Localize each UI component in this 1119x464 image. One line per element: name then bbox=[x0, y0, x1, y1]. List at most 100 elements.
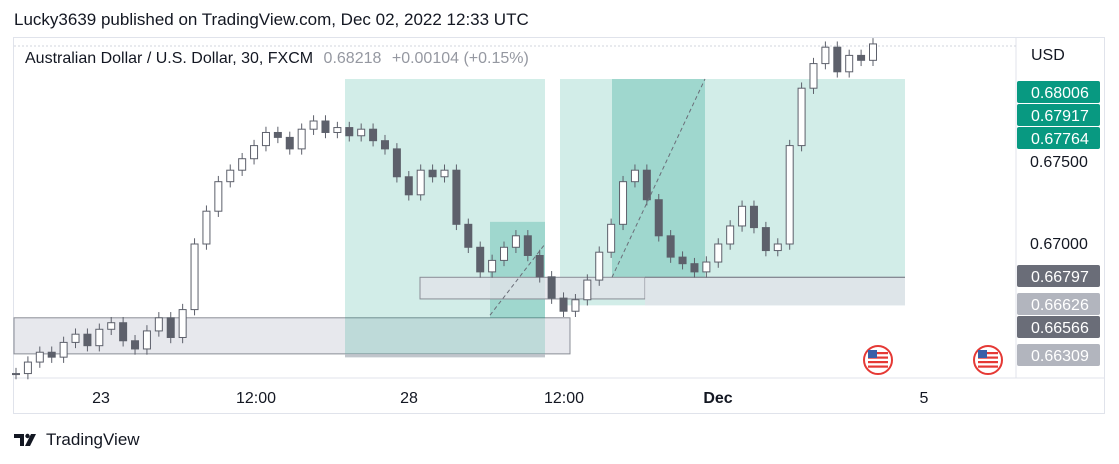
candle-body bbox=[583, 279, 592, 301]
candle-body bbox=[535, 254, 544, 278]
candle-body bbox=[333, 127, 342, 133]
candle-body bbox=[738, 205, 747, 227]
candle-body bbox=[416, 169, 425, 196]
candle-body bbox=[119, 322, 128, 342]
candle-body bbox=[83, 333, 92, 347]
position-zone-long-1 bbox=[345, 79, 545, 358]
price-label-text: 0.66797 bbox=[1031, 269, 1089, 286]
candle-body bbox=[154, 317, 163, 332]
tradingview-logo-icon bbox=[14, 433, 36, 446]
us-flag-stripe bbox=[978, 365, 998, 368]
price-label-badge bbox=[1017, 316, 1100, 338]
candle-body bbox=[71, 333, 80, 343]
candle-body bbox=[500, 246, 509, 261]
candle-body bbox=[178, 309, 187, 338]
price-axis-mask bbox=[1017, 60, 1100, 80]
candle-body bbox=[559, 297, 568, 312]
candle-body bbox=[821, 46, 830, 65]
candle-body bbox=[654, 199, 663, 237]
footer-brand-text: TradingView bbox=[46, 430, 140, 449]
time-axis-label: 12:00 bbox=[236, 390, 276, 407]
candle-body bbox=[488, 259, 497, 273]
us-flag-stripe bbox=[978, 356, 998, 359]
candle-body bbox=[761, 227, 770, 252]
symbol-change: +0.00104 (+0.15%) bbox=[391, 50, 529, 67]
time-axis-label: 12:00 bbox=[544, 390, 584, 407]
candle-body bbox=[214, 181, 223, 212]
candle-body bbox=[285, 136, 294, 150]
price-label-text: 0.67764 bbox=[1031, 131, 1089, 148]
us-flag-stripe bbox=[978, 361, 998, 364]
candle-body bbox=[678, 256, 687, 265]
candle-body bbox=[702, 261, 711, 273]
candle-body bbox=[166, 317, 175, 338]
us-flag-stripe bbox=[868, 365, 888, 368]
candle-body bbox=[345, 127, 354, 137]
candle-body bbox=[857, 54, 866, 61]
candle-body bbox=[845, 54, 854, 73]
candle-body bbox=[35, 351, 44, 363]
footer-branding: TradingView bbox=[14, 430, 140, 450]
candle-body bbox=[571, 299, 580, 312]
price-tick-label: 0.67500 bbox=[1030, 154, 1088, 171]
candle-body bbox=[797, 87, 806, 147]
candle-body bbox=[392, 148, 401, 178]
candle-body bbox=[511, 235, 520, 248]
candle-body bbox=[749, 205, 758, 229]
price-label-badge bbox=[1017, 293, 1100, 315]
stop-zone-lower bbox=[345, 353, 545, 358]
candle-body bbox=[47, 351, 56, 358]
candle-body bbox=[642, 169, 651, 201]
candle-body bbox=[404, 176, 413, 196]
candle-body bbox=[714, 243, 723, 263]
candle-body bbox=[202, 210, 211, 245]
time-axis-label: 5 bbox=[920, 390, 929, 407]
price-label-badge bbox=[1017, 81, 1100, 103]
time-axis-label: 28 bbox=[400, 390, 418, 407]
projection-line-1 bbox=[489, 243, 546, 316]
candle-body bbox=[833, 46, 842, 73]
candle-body bbox=[809, 63, 818, 89]
candle-body bbox=[464, 223, 473, 248]
candle-body bbox=[238, 158, 247, 171]
candle-body bbox=[131, 340, 140, 350]
candle-body bbox=[107, 322, 116, 330]
price-label-badge bbox=[1017, 127, 1100, 149]
publish-info: Lucky3639 published on TradingView.com, … bbox=[14, 10, 529, 29]
us-flag-stripe bbox=[868, 361, 888, 364]
us-flag-stripe bbox=[978, 352, 998, 355]
supply-zone-left bbox=[13, 317, 571, 355]
candle-body bbox=[297, 128, 306, 150]
candle-body bbox=[785, 145, 794, 245]
us-flag-canton bbox=[978, 350, 987, 358]
us-flag-stripe bbox=[868, 352, 888, 355]
time-axis-label: 23 bbox=[92, 390, 110, 407]
price-label-text: 0.66626 bbox=[1031, 297, 1089, 314]
candle-body bbox=[250, 145, 259, 160]
symbol-name: Australian Dollar / U.S. Dollar, 30, FXC… bbox=[25, 50, 314, 67]
stop-zone-right bbox=[645, 277, 905, 306]
candle-body bbox=[309, 120, 318, 130]
candle-body bbox=[547, 276, 556, 299]
us-flag-stripe bbox=[868, 356, 888, 359]
price-label-badge bbox=[1017, 344, 1100, 366]
symbol-last-price: 0.68218 bbox=[323, 50, 382, 67]
candle-body bbox=[12, 373, 20, 376]
candle-body bbox=[273, 131, 282, 138]
price-label-text: 0.67917 bbox=[1031, 108, 1089, 125]
price-label-badge bbox=[1017, 265, 1100, 287]
candle-body bbox=[23, 361, 32, 375]
projection-line-2 bbox=[611, 78, 706, 278]
candle-body bbox=[523, 235, 532, 256]
price-tick-label: 0.67000 bbox=[1030, 236, 1088, 253]
candle-body bbox=[440, 169, 449, 178]
currency-label[interactable]: USD bbox=[1031, 47, 1065, 64]
candle-body bbox=[369, 128, 378, 142]
candle-body bbox=[690, 263, 699, 273]
chart-pane[interactable] bbox=[13, 37, 1105, 414]
candle-body bbox=[142, 330, 151, 350]
candle-body bbox=[59, 341, 68, 358]
candle-body bbox=[630, 169, 639, 183]
candle-body bbox=[226, 169, 235, 183]
